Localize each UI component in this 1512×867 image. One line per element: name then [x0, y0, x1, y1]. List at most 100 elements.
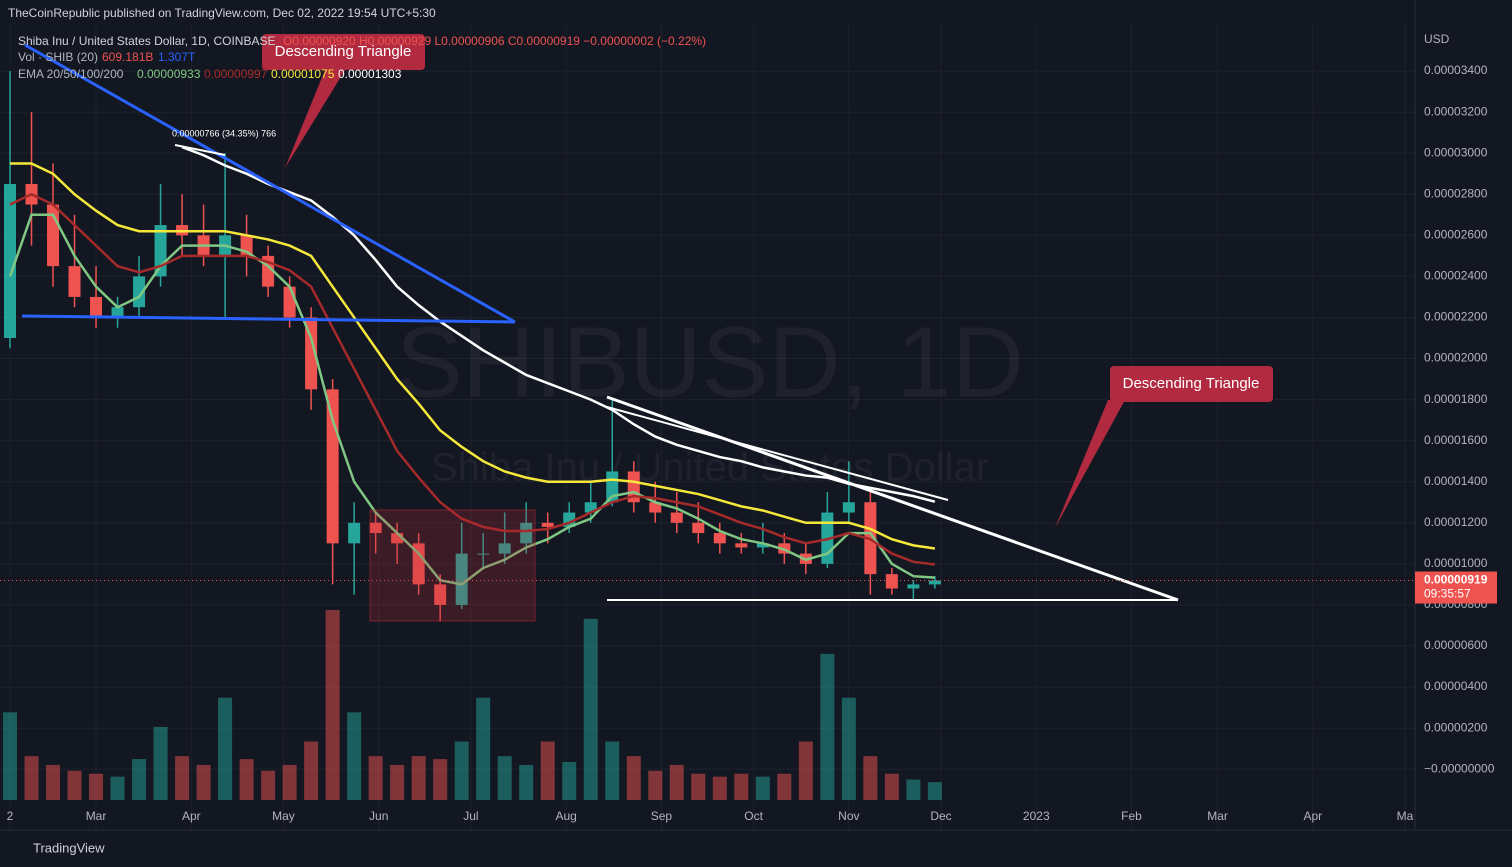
candle-body — [842, 502, 855, 513]
ema-title: EMA 20/50/100/200 — [18, 67, 124, 81]
footer-logo: TradingView — [33, 840, 105, 855]
volume-value: 609.181B — [102, 50, 153, 64]
volume-bar — [906, 779, 921, 800]
x-tick-label: Jul — [463, 809, 478, 823]
candle-body — [670, 512, 683, 523]
volume-bar — [282, 764, 297, 800]
y-tick-label: 0.00001200 — [1424, 515, 1488, 529]
y-tick-label: 0.00001600 — [1424, 433, 1488, 447]
volume-bar — [433, 759, 448, 800]
candle-body — [498, 543, 511, 554]
x-tick-label: May — [272, 809, 295, 823]
y-tick-label: 0.00002800 — [1424, 186, 1488, 200]
y-tick-label: 0.00002000 — [1424, 351, 1488, 365]
ema-value: 0.00000997 — [204, 67, 268, 81]
volume-bar — [3, 712, 17, 800]
volume-bar — [583, 618, 598, 800]
x-tick-label: Jun — [369, 809, 388, 823]
volume-bar — [927, 782, 942, 800]
candle-body — [348, 522, 361, 544]
volume-bar — [239, 759, 254, 800]
candle-body — [434, 584, 447, 605]
y-tick-label: −0.00000000 — [1424, 761, 1495, 775]
y-tick-label: 0.00003200 — [1424, 104, 1488, 118]
ema-line — [181, 145, 936, 503]
volume-bar — [347, 712, 362, 800]
callout-text: Descending Triangle — [1123, 375, 1260, 392]
candle-body — [735, 543, 748, 548]
grid — [0, 0, 1415, 830]
volume-bar — [605, 741, 620, 800]
x-tick-label: Sep — [651, 809, 673, 823]
y-tick-label: 0.00003400 — [1424, 63, 1488, 77]
trend-line — [24, 43, 516, 324]
volume-title: Vol · SHIB (20) — [18, 50, 98, 64]
volume-bar — [24, 756, 39, 800]
volume-bar — [390, 764, 405, 800]
volume-bar — [712, 776, 727, 800]
y-tick-label: 0.00000600 — [1424, 638, 1488, 652]
candle-body — [369, 522, 382, 534]
volume-ma: 1.307T — [158, 50, 196, 64]
candle-body — [154, 225, 167, 277]
ema-value: 0.00000933 — [137, 67, 201, 81]
volume-bar — [89, 773, 104, 800]
ema-line — [9, 192, 936, 566]
volume-bar — [863, 756, 878, 800]
price-tag — [1415, 571, 1497, 604]
candle-body — [541, 522, 554, 527]
y-tick-label: 0.00001400 — [1424, 474, 1488, 488]
x-tick-label: Dec — [930, 809, 951, 823]
volume-bar — [648, 770, 663, 800]
volume-bar — [304, 741, 319, 800]
candle-body — [283, 286, 296, 318]
ema-line — [10, 162, 936, 550]
countdown: 09:35:57 — [1424, 587, 1471, 601]
candle-body — [90, 296, 103, 318]
volume-bar — [519, 764, 534, 800]
candle-body — [885, 574, 898, 589]
volume-bar — [46, 764, 61, 800]
x-tick-label: Mar — [86, 809, 107, 823]
volume-bar — [626, 756, 641, 800]
plot — [4, 71, 941, 622]
candle-body — [692, 522, 705, 534]
currency: USD — [1424, 32, 1450, 46]
volume-bar — [476, 697, 491, 800]
volume-bar — [153, 726, 168, 800]
volume-bar — [841, 697, 856, 800]
x-tick-label: Apr — [1303, 809, 1322, 823]
header-bar — [0, 0, 1415, 24]
candle-body — [584, 502, 597, 513]
candle-body — [713, 533, 726, 544]
callout-text: Descending Triangle — [275, 43, 412, 60]
volume-pane — [3, 610, 942, 800]
volume-bar — [325, 610, 340, 800]
volume-bar — [261, 770, 276, 800]
volume-bar — [175, 756, 190, 800]
x-tick-label: Oct — [744, 809, 763, 823]
volume-bar — [454, 741, 469, 800]
candle-body — [520, 522, 533, 544]
y-tick-label: 0.00002400 — [1424, 269, 1488, 283]
y-tick-label: 0.00001800 — [1424, 392, 1488, 406]
volume-bar — [691, 773, 706, 800]
y-tick-label: 0.00000400 — [1424, 679, 1488, 693]
y-tick-label: 0.00000200 — [1424, 720, 1488, 734]
measure-label: 0.00000766 (34.35%) 766 — [172, 128, 276, 138]
candle-body — [111, 307, 124, 318]
candle-body — [756, 543, 769, 548]
candle-body — [412, 543, 425, 585]
candle-body — [928, 580, 941, 585]
volume-bar — [497, 756, 512, 800]
volume-bar — [132, 759, 147, 800]
x-tick-label: Ma — [1397, 809, 1414, 823]
volume-bar — [734, 773, 749, 800]
candle-body — [68, 266, 81, 297]
candle-body — [907, 584, 920, 589]
volume-bar — [540, 741, 555, 800]
candle-body — [649, 502, 662, 513]
watermark: SHIBUSD, 1D — [396, 306, 1024, 418]
